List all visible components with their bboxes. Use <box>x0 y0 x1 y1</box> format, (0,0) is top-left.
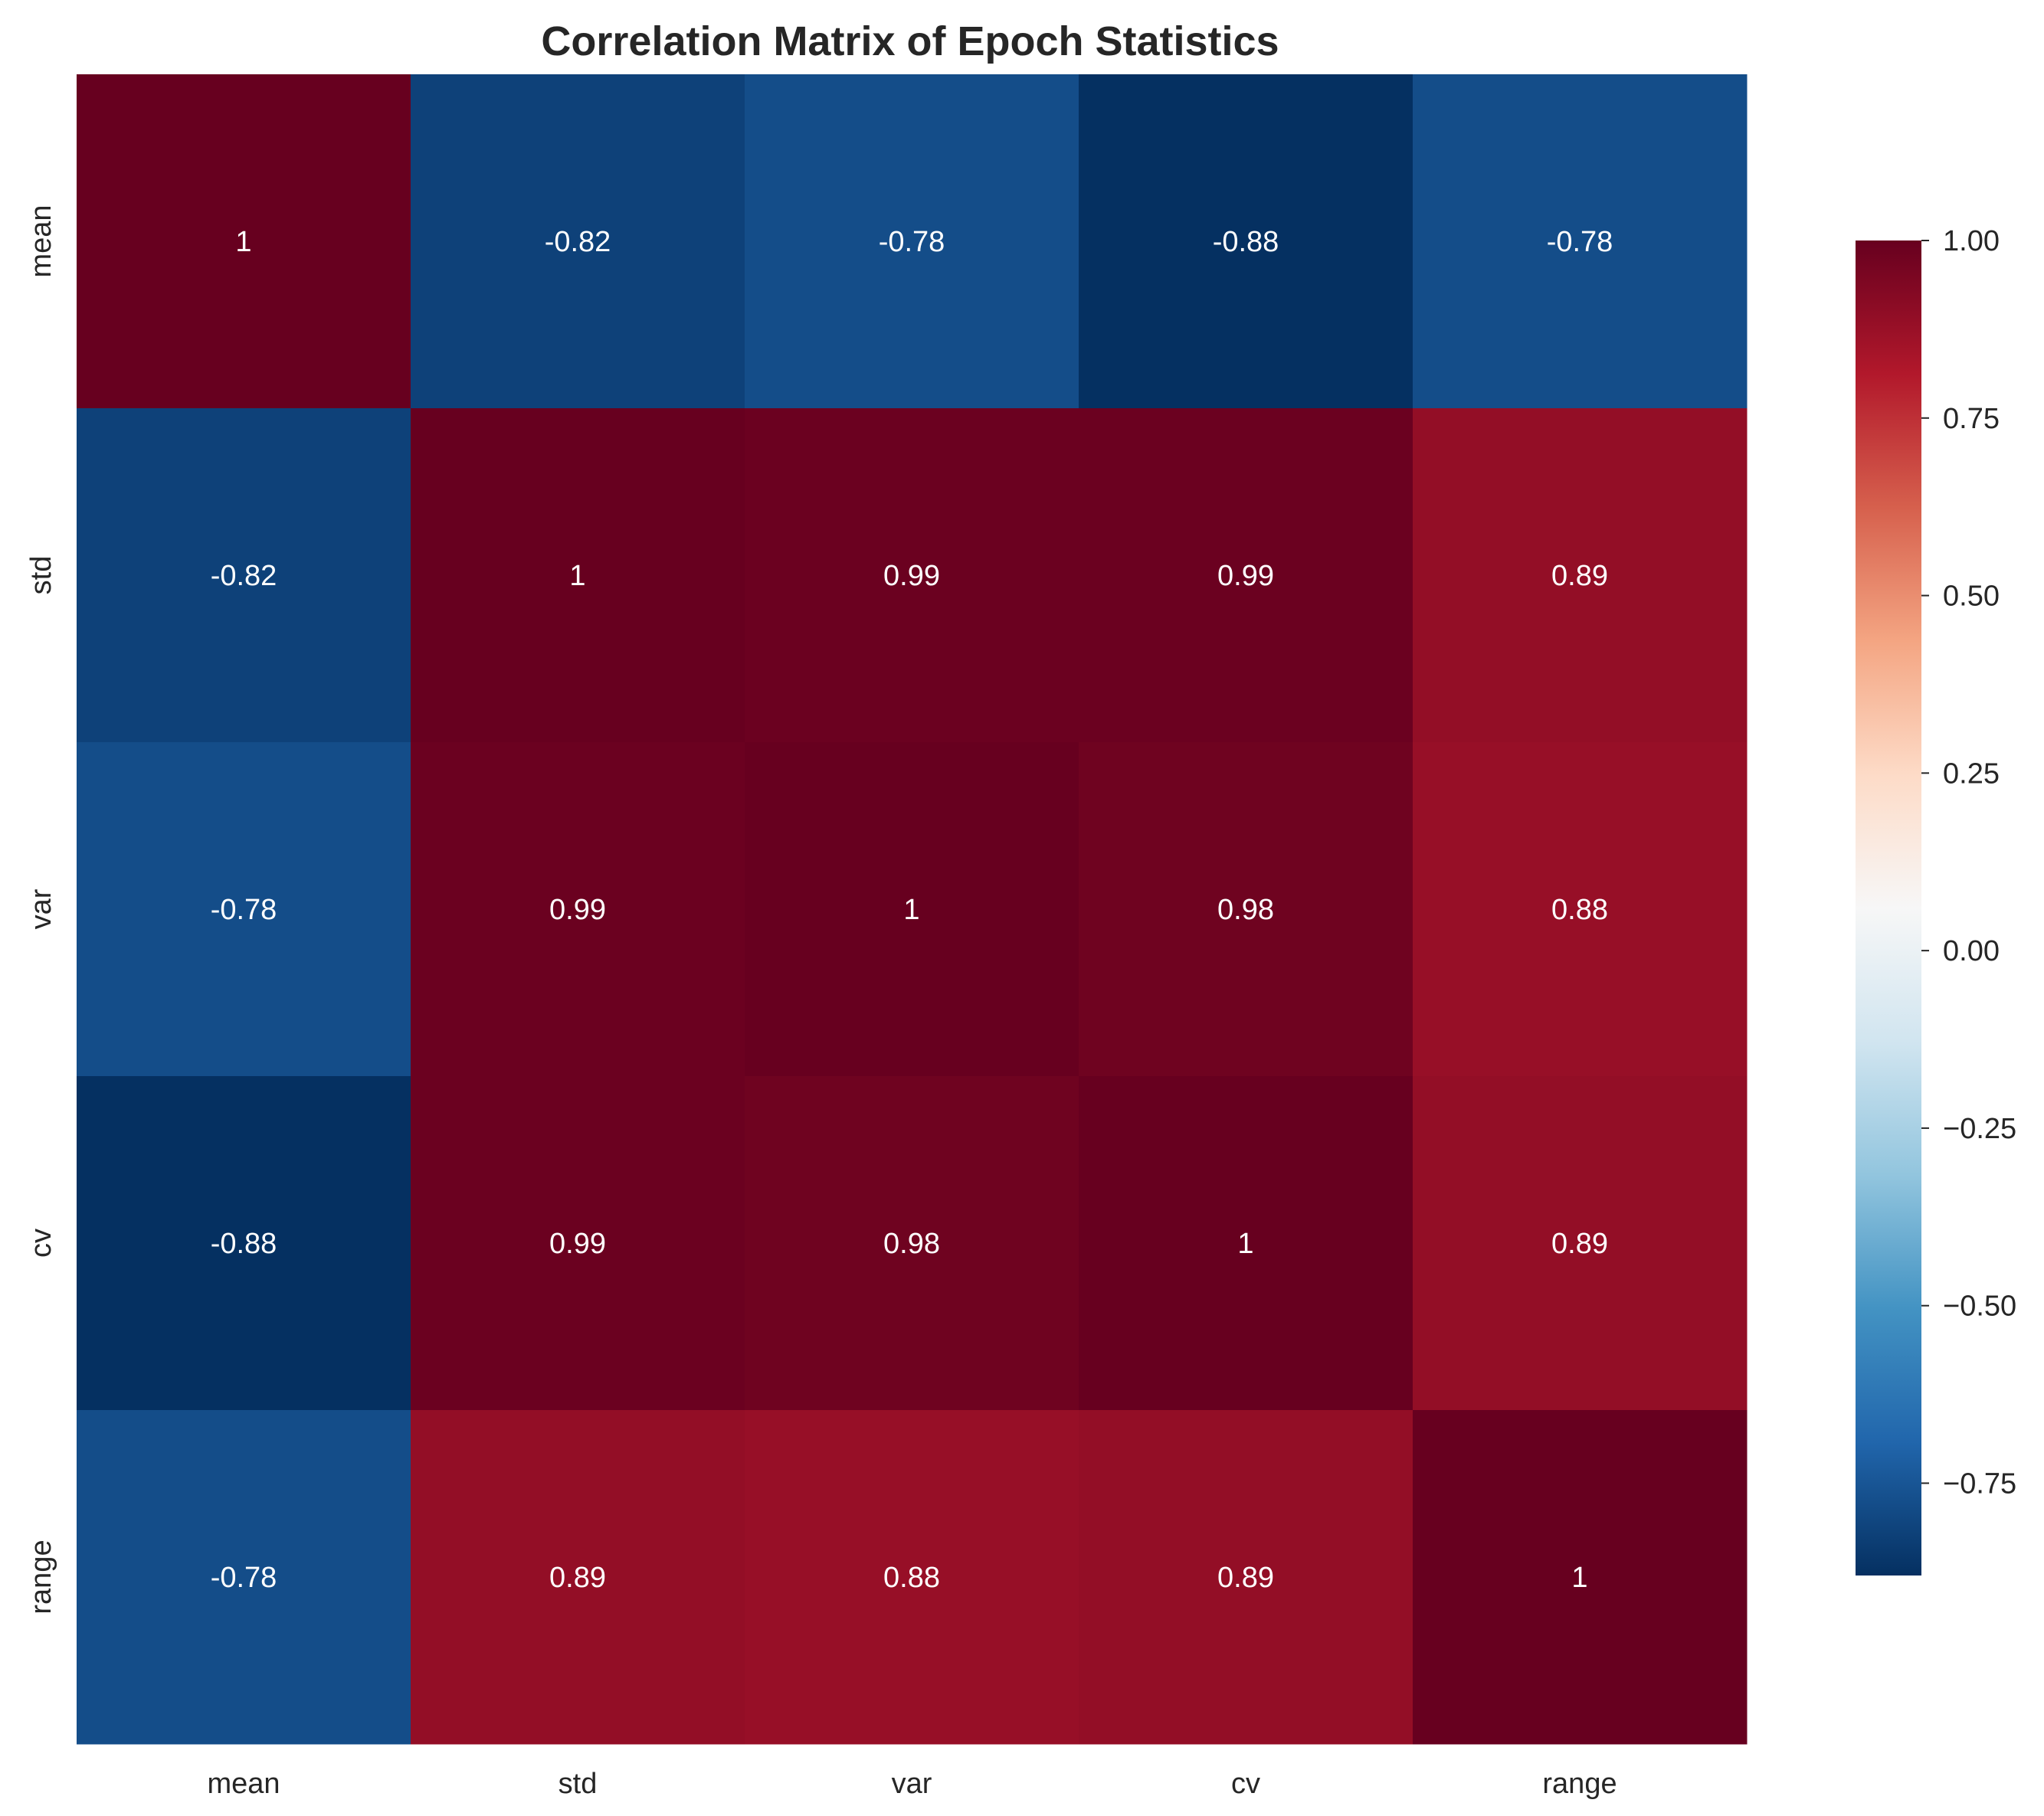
cell-value-label: 1 <box>1571 1562 1587 1594</box>
heatmap-cell-range-std <box>411 1410 745 1745</box>
heatmap-cell-mean-mean <box>77 74 411 409</box>
cell-value-label: 1 <box>235 226 251 258</box>
chart-title: Correlation Matrix of Epoch Statistics <box>541 18 1279 64</box>
heatmap-cell-cv-var <box>745 1076 1079 1411</box>
heatmap-cell-std-var <box>745 408 1079 743</box>
heatmap-cell-mean-var <box>745 74 1079 409</box>
y-axis-tick-labels: mean std var cv range <box>25 205 57 1614</box>
heatmap-cell-var-cv <box>1079 742 1413 1077</box>
y-tick-label: var <box>25 888 57 929</box>
cell-value-label: 0.98 <box>1217 894 1274 926</box>
cell-value-label: 0.88 <box>883 1562 940 1594</box>
cell-value-label: -0.82 <box>545 226 611 258</box>
heatmap-cell-var-range <box>1413 742 1748 1077</box>
x-tick-label: var <box>892 1768 932 1800</box>
x-tick-label: mean <box>207 1768 280 1800</box>
heatmap-cell-range-cv <box>1079 1410 1413 1745</box>
x-axis-tick-labels: mean std var cv range <box>207 1768 1617 1800</box>
heatmap-cell-cv-std <box>411 1076 745 1411</box>
heatmap-cell-std-cv <box>1079 408 1413 743</box>
x-tick-label: cv <box>1231 1768 1260 1800</box>
cell-value-label: -0.82 <box>211 560 277 592</box>
colorbar <box>1856 240 1921 1576</box>
cell-value-label: 0.89 <box>549 1562 606 1594</box>
heatmap-cell-std-std <box>411 408 745 743</box>
cell-value-label: 0.99 <box>549 894 606 926</box>
cell-value-label: 0.99 <box>1217 560 1274 592</box>
cell-value-label: 0.89 <box>1217 1562 1274 1594</box>
heatmap-cell-cv-mean <box>77 1076 411 1411</box>
y-tick-label: mean <box>25 205 57 277</box>
y-tick-label: cv <box>25 1229 57 1258</box>
cell-value-label: 0.89 <box>1551 560 1608 592</box>
y-tick-label: range <box>25 1540 57 1614</box>
x-tick-label: std <box>558 1768 598 1800</box>
heatmap-cell-range-range <box>1413 1410 1748 1745</box>
colorbar-tick-label: 0.75 <box>1943 403 2000 435</box>
cell-value-label: 0.88 <box>1551 894 1608 926</box>
cell-value-label: -0.78 <box>1547 226 1613 258</box>
colorbar-ticks: 1.00 0.75 0.50 0.25 0.00 −0.25 −0.50 −0.75 <box>1921 225 2016 1500</box>
x-tick-label: range <box>1542 1768 1617 1800</box>
heatmap-cell-mean-cv <box>1079 74 1413 409</box>
cell-value-label: 1 <box>1237 1228 1253 1260</box>
heatmap-cell-range-var <box>745 1410 1079 1745</box>
cell-value-label: 0.89 <box>1551 1228 1608 1260</box>
cell-value-label: 0.98 <box>883 1228 940 1260</box>
colorbar-tick-label: 1.00 <box>1943 225 2000 257</box>
heatmap-cell-mean-std <box>411 74 745 409</box>
y-tick-label: std <box>25 556 57 595</box>
heatmap-cell-cv-cv <box>1079 1076 1413 1411</box>
colorbar-tick-label: 0.00 <box>1943 935 2000 967</box>
colorbar-tick-label: −0.75 <box>1943 1468 2016 1500</box>
heatmap-cell-std-mean <box>77 408 411 743</box>
colorbar-tick-label: 0.50 <box>1943 581 2000 613</box>
colorbar-tick-label: −0.25 <box>1943 1113 2016 1145</box>
heatmap-cell-cv-range <box>1413 1076 1748 1411</box>
heatmap-cell-labels: 1 -0.82 -0.78 -0.88 -0.78 -0.82 1 0.99 0.99 0.89 -… <box>211 226 1613 1594</box>
cell-value-label: -0.78 <box>879 226 945 258</box>
heatmap-cell-range-mean <box>77 1410 411 1745</box>
colorbar-tick-label: 0.25 <box>1943 757 2000 790</box>
cell-value-label: -0.88 <box>1213 226 1279 258</box>
cell-value-label: -0.78 <box>211 1562 277 1594</box>
cell-value-label: -0.78 <box>211 894 277 926</box>
heatmap-cells <box>77 74 1748 1745</box>
cell-value-label: 0.99 <box>883 560 940 592</box>
cell-value-label: -0.88 <box>211 1228 277 1260</box>
cell-value-label: 1 <box>569 560 585 592</box>
heatmap-cell-var-mean <box>77 742 411 1077</box>
colorbar-tick-label: −0.50 <box>1943 1291 2016 1323</box>
cell-value-label: 0.99 <box>549 1228 606 1260</box>
heatmap-cell-mean-range <box>1413 74 1748 409</box>
heatmap-cell-var-var <box>745 742 1079 1077</box>
heatmap-cell-var-std <box>411 742 745 1077</box>
cell-value-label: 1 <box>903 894 919 926</box>
heatmap-cell-std-range <box>1413 408 1748 743</box>
